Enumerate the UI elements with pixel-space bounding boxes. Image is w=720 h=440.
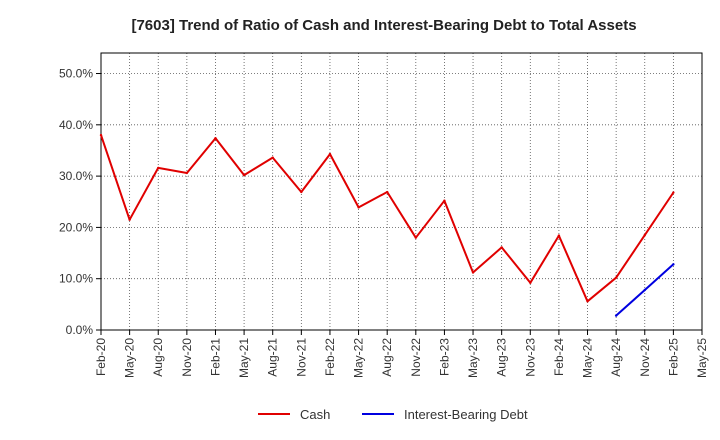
x-tick-label: Feb-20 [94, 338, 108, 376]
x-tick-label: Aug-20 [151, 338, 165, 377]
plot-frame [100, 52, 703, 331]
cash-point [185, 171, 189, 175]
y-tick-label: 20.0% [59, 220, 93, 234]
series [99, 133, 675, 317]
cash-point [586, 300, 589, 303]
x-tick-label: May-25 [695, 338, 709, 378]
debt-point [643, 288, 646, 292]
cash-point [357, 206, 360, 209]
x-tick-label: May-22 [352, 338, 366, 378]
x-tick-label: Feb-24 [552, 338, 566, 376]
x-tick-label: Aug-24 [609, 338, 623, 377]
x-tick-label: Nov-24 [638, 338, 652, 377]
x-tick-label: Nov-21 [294, 338, 308, 377]
cash-point [214, 136, 217, 140]
x-tick-label: Aug-22 [380, 338, 394, 377]
legend: Cash Interest-Bearing Debt [258, 407, 528, 422]
y-tick-label: 0.0% [66, 323, 94, 337]
cash-point [672, 191, 675, 194]
x-tick-label: May-20 [123, 338, 137, 378]
x-tick-label: May-24 [581, 338, 595, 378]
y-tick-label: 50.0% [59, 67, 93, 81]
x-tick-label: May-23 [466, 338, 480, 378]
cash-point [99, 133, 103, 137]
x-tick-label: Nov-23 [523, 338, 537, 377]
x-tick-label: Feb-22 [323, 338, 337, 376]
cash-point [242, 173, 246, 177]
legend-cash-label: Cash [300, 407, 330, 422]
cash-point [500, 246, 503, 249]
grid [100, 53, 703, 331]
x-tick-label: Nov-22 [409, 338, 423, 377]
debt-point [614, 314, 618, 317]
x-axis: Feb-20 May-20 Aug-20 Nov-20 Feb-21 May-21 Aug-… [94, 330, 709, 378]
cash-point [385, 190, 389, 194]
x-tick-label: Feb-23 [437, 338, 451, 376]
cash-point [614, 276, 618, 279]
debt-point [672, 263, 675, 266]
x-tick-label: Nov-20 [180, 338, 194, 377]
y-tick-label: 40.0% [59, 118, 93, 132]
cash-point [557, 234, 561, 237]
y-tick-label: 30.0% [59, 169, 93, 183]
x-tick-label: Aug-23 [495, 338, 509, 377]
cash-point [300, 190, 303, 194]
y-axis: 0.0% 10.0% 20.0% 30.0% 40.0% 50.0% [59, 67, 101, 337]
cash-point [443, 199, 446, 202]
x-tick-label: Feb-21 [208, 338, 222, 376]
cash-point [128, 218, 131, 221]
y-tick-label: 10.0% [59, 272, 93, 286]
x-tick-label: Aug-21 [266, 338, 280, 377]
cash-point [643, 233, 646, 237]
legend-debt-label: Interest-Bearing Debt [404, 407, 528, 422]
x-tick-label: Feb-25 [666, 338, 680, 376]
cash-point [471, 271, 475, 274]
cash-point [157, 166, 160, 170]
cash-point [414, 236, 418, 239]
cash-point [328, 152, 332, 156]
x-tick-label: May-21 [237, 338, 251, 378]
chart-title: [7603] Trend of Ratio of Cash and Intere… [131, 17, 636, 34]
cash-point [271, 156, 274, 159]
cash-point [529, 281, 532, 285]
